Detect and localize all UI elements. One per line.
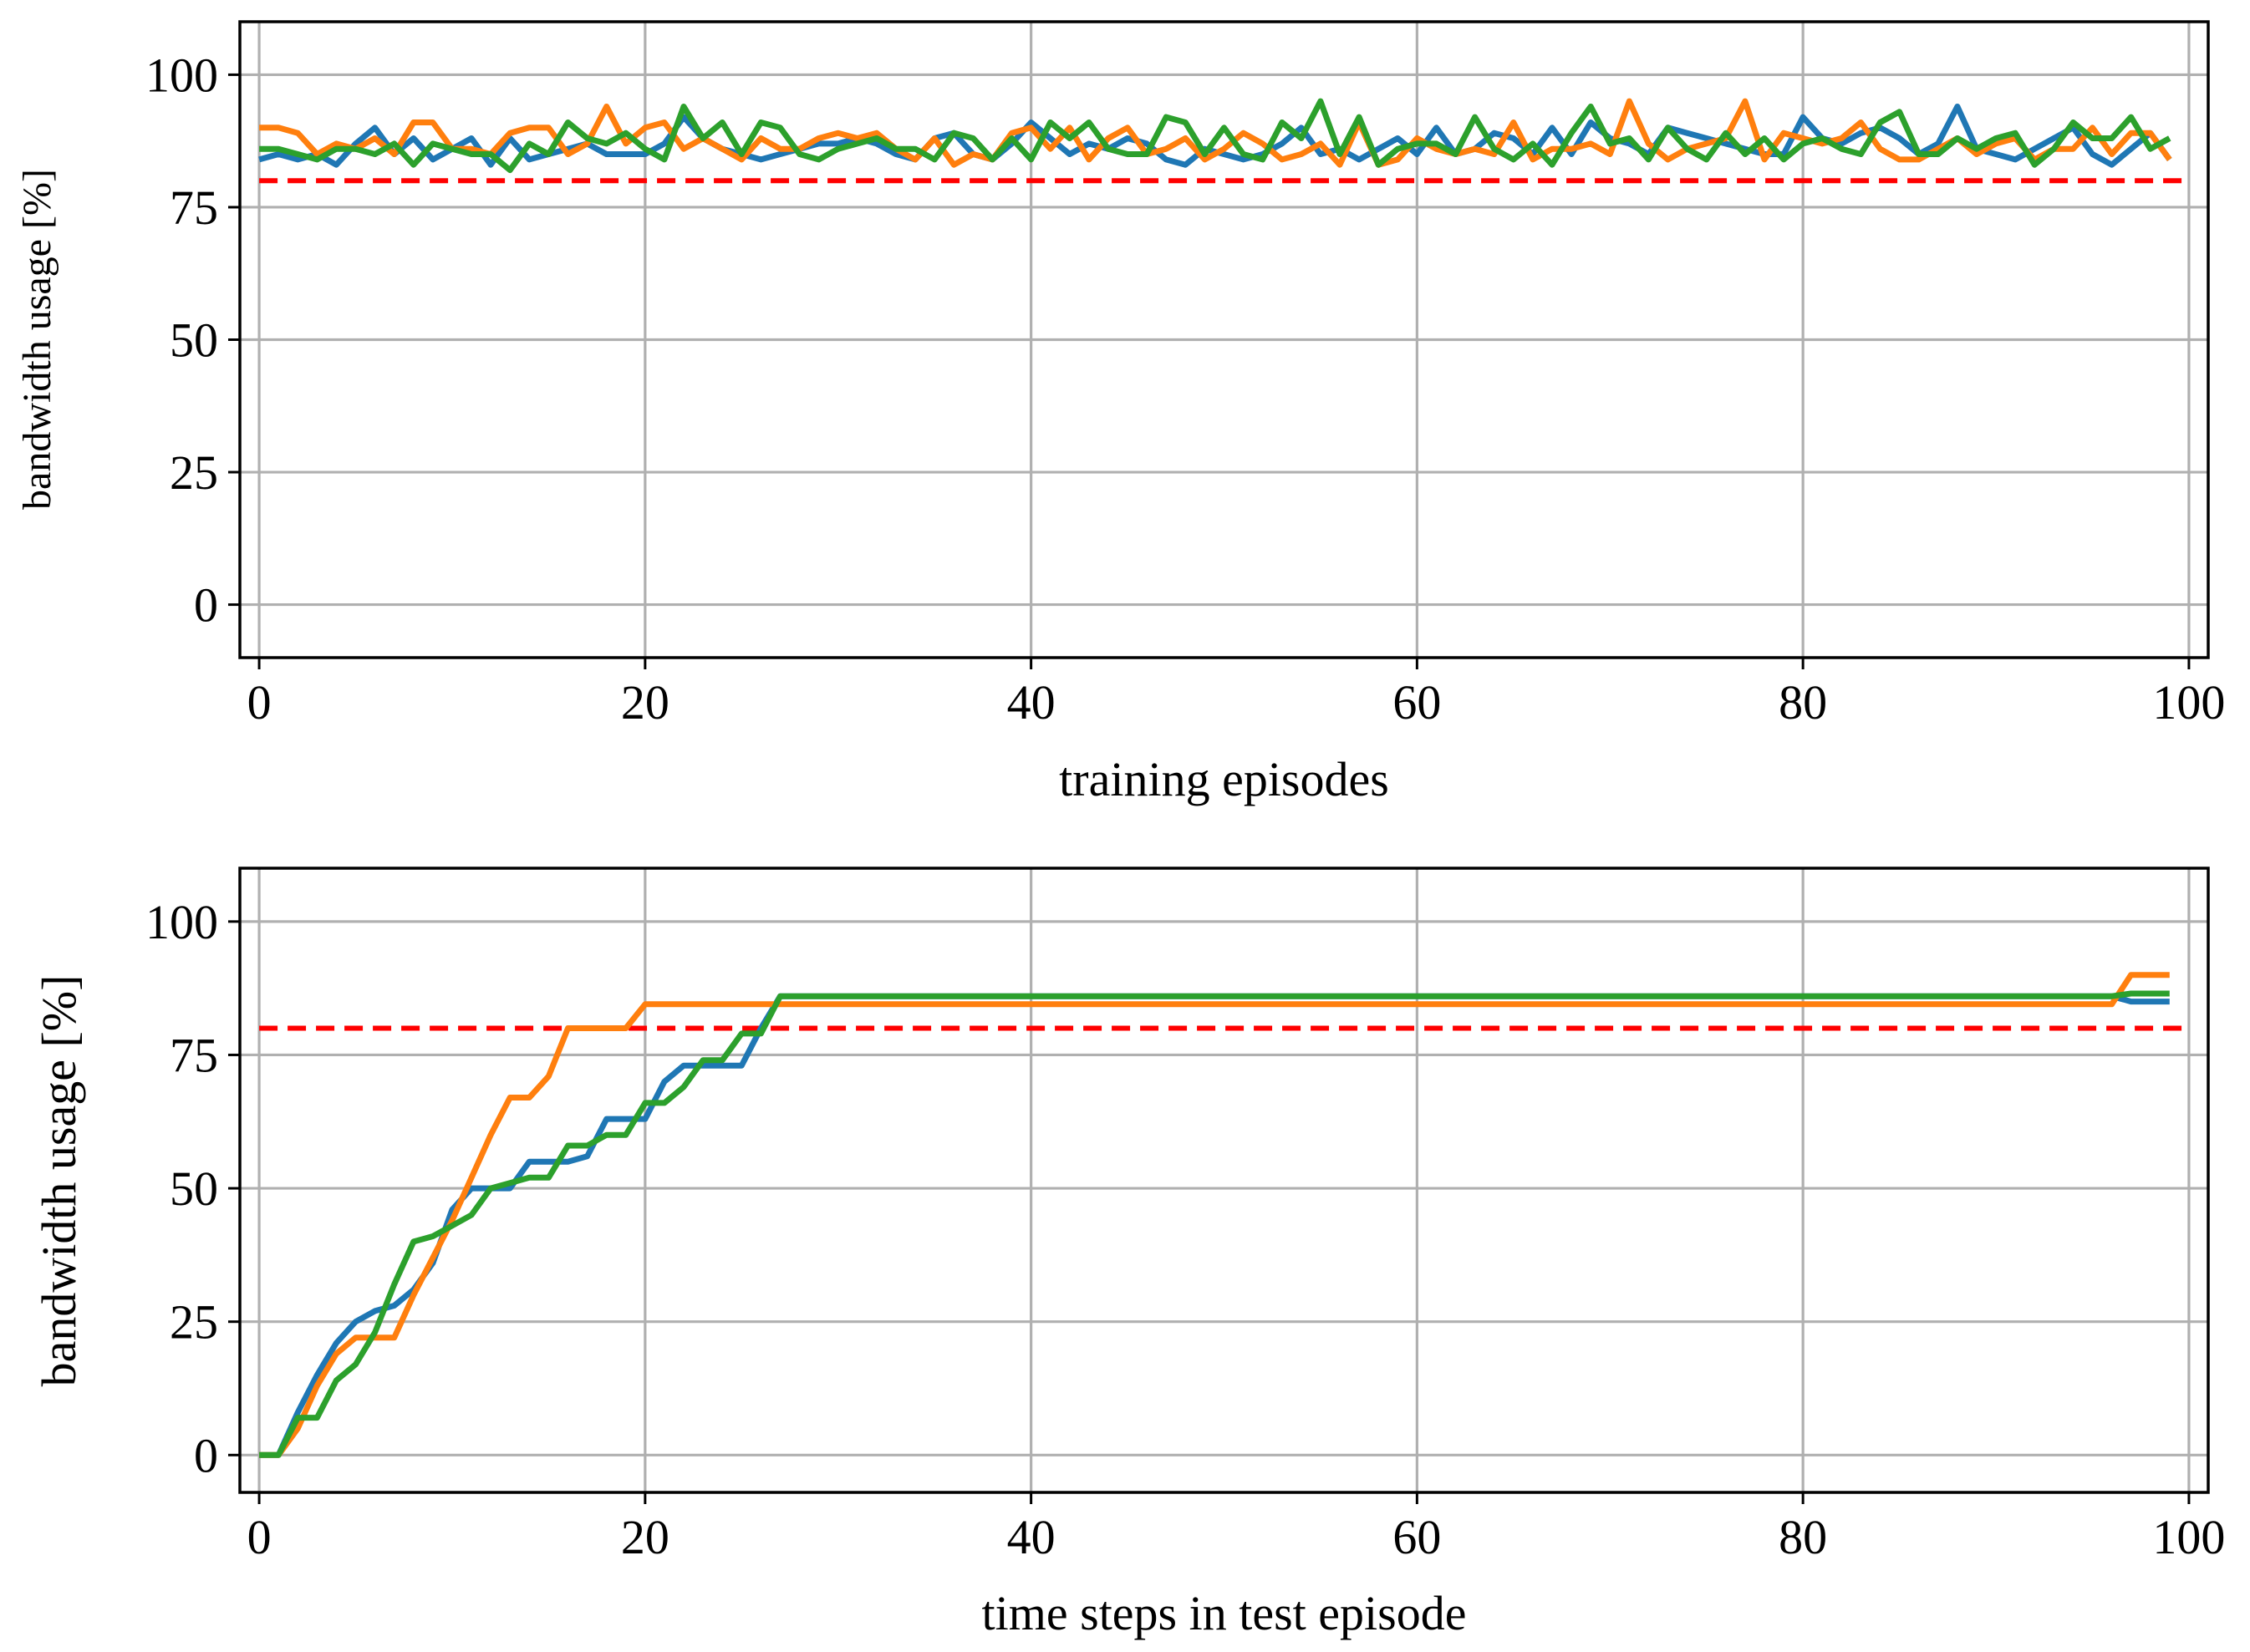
bottom-x-tick-label: 40 [1007, 1510, 1056, 1564]
bottom-y-tick-label: 25 [170, 1295, 218, 1350]
top-x-tick-label: 80 [1779, 675, 1827, 729]
top-x-tick-label: 100 [2152, 675, 2225, 729]
top-y-tick-label: 25 [170, 445, 218, 500]
bottom-grid [240, 868, 2208, 1492]
bottom-x-tick-label: 80 [1779, 1510, 1827, 1564]
top-series-3-line [259, 98, 2171, 174]
bottom-y-tick-label: 100 [145, 895, 218, 949]
top-x-axis-label: training episodes [1059, 752, 1389, 806]
top-x-tick-label: 60 [1392, 675, 1441, 729]
bottom-series-2-line [259, 972, 2170, 1458]
bottom-y-ticks: 0 25 50 75 100 [145, 895, 240, 1482]
top-series-group [258, 98, 2172, 174]
bottom-y-axis-label: bandwidth usage [%] [32, 975, 86, 1387]
top-y-tick-label: 0 [194, 578, 218, 633]
top-x-tick-label: 40 [1007, 675, 1056, 729]
top-x-ticks: 0 20 40 60 80 100 [247, 658, 2225, 729]
bottom-series-3-line [259, 990, 2170, 1458]
top-subplot: 0 20 40 60 80 100 0 25 50 75 100 training episode… [15, 20, 2225, 806]
bottom-x-tick-label: 0 [247, 1510, 272, 1564]
bottom-x-tick-label: 20 [621, 1510, 669, 1564]
top-y-ticks: 0 25 50 75 100 [145, 48, 240, 633]
top-y-tick-label: 50 [170, 313, 218, 368]
bottom-y-tick-label: 75 [170, 1028, 218, 1082]
bottom-series-group [259, 972, 2170, 1458]
top-x-tick-label: 20 [621, 675, 669, 729]
bottom-x-tick-label: 100 [2152, 1510, 2225, 1564]
top-y-axis-label: bandwidth usage [%] [15, 169, 59, 510]
top-y-tick-label: 75 [170, 180, 218, 235]
bottom-x-ticks: 0 20 40 60 80 100 [247, 1492, 2225, 1564]
bottom-y-tick-label: 0 [194, 1428, 218, 1482]
top-series-2-line [259, 98, 2172, 168]
bottom-x-tick-label: 60 [1392, 1510, 1441, 1564]
bottom-x-axis-label: time steps in test episode [982, 1586, 1467, 1640]
bottom-subplot: 0 20 40 60 80 100 0 25 50 75 100 time steps in te… [32, 867, 2225, 1640]
top-x-tick-label: 0 [247, 675, 272, 729]
bottom-axes-frame [238, 867, 2210, 1494]
top-grid [240, 22, 2208, 658]
bottom-y-tick-label: 50 [170, 1161, 218, 1216]
top-y-tick-label: 100 [145, 48, 218, 102]
